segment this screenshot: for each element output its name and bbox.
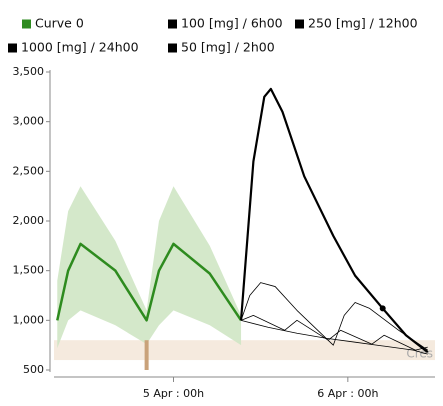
legend: Curve 0 100 [mg] / 6h00 250 [mg] / 12h00 10… — [8, 16, 418, 55]
y-tick-label: 1,000 — [13, 313, 45, 326]
y-tick-label: 500 — [23, 363, 44, 376]
time-marker — [144, 340, 149, 370]
x-tick-label: 5 Apr : 00h — [143, 387, 204, 400]
legend-label: Curve 0 — [35, 16, 84, 31]
line-series — [56, 242, 243, 322]
x-tick-label: 6 Apr : 00h — [317, 387, 378, 400]
legend-swatch — [168, 19, 177, 29]
legend-swatch — [168, 43, 177, 53]
line-series — [240, 314, 428, 351]
legend-label: 250 [mg] / 12h00 — [308, 16, 418, 31]
y-tick-label: 3,500 — [13, 65, 45, 78]
highlight-point — [379, 305, 386, 312]
y-tick-label: 1,500 — [13, 264, 45, 277]
legend-swatch — [295, 19, 304, 29]
legend-swatch — [8, 43, 17, 53]
y-tick-label: 2,000 — [13, 214, 45, 227]
legend-label: 100 [mg] / 6h00 — [181, 16, 283, 31]
legend-label: 1000 [mg] / 24h00 — [21, 40, 139, 55]
line-series — [240, 319, 428, 355]
y-tick-label: 3,000 — [13, 115, 45, 128]
confidence-band — [57, 186, 242, 349]
y-tick-label: 2,500 — [13, 164, 45, 177]
reference-band — [54, 340, 435, 361]
line-series — [239, 87, 429, 353]
legend-swatch — [22, 19, 31, 29]
legend-label: 50 [mg] / 2h00 — [181, 40, 275, 55]
line-series — [240, 282, 428, 351]
